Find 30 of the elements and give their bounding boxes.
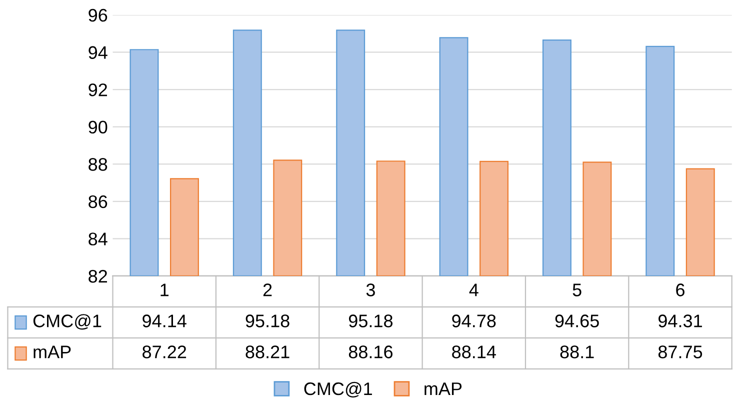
legend-label: CMC@1 <box>33 314 102 330</box>
y-tick-label: 92 <box>88 83 107 96</box>
data-label: 94.65 <box>555 314 599 328</box>
y-tick-label: 84 <box>88 232 108 246</box>
data-label: 87.75 <box>658 346 702 358</box>
x-tick-label: 4 <box>469 284 478 296</box>
y-tick-label: 94 <box>88 46 108 59</box>
x-tick-label: 6 <box>676 284 684 296</box>
data-label: 87.22 <box>142 346 186 358</box>
y-tick-label: 96 <box>88 8 108 22</box>
y-tick-label: 90 <box>88 120 108 134</box>
legend-label: mAP <box>424 382 462 396</box>
data-label: 94.14 <box>142 314 186 328</box>
data-label: 88.21 <box>246 346 290 358</box>
data-label: 94.31 <box>658 314 702 328</box>
data-label: 95.18 <box>246 314 290 328</box>
y-tick-label: 82 <box>88 270 107 283</box>
data-label: 88.1 <box>560 346 594 358</box>
data-label: 94.78 <box>452 314 496 328</box>
x-tick-label: 3 <box>366 284 375 296</box>
data-label: 95.18 <box>348 314 393 328</box>
y-tick-label: 88 <box>88 158 108 171</box>
text: CMC@1 <box>304 382 372 398</box>
data-label: 88.14 <box>452 346 496 358</box>
text: mAP <box>34 346 71 358</box>
x-tick-label: 1 <box>160 284 168 296</box>
y-tick-label: 86 <box>88 195 108 208</box>
x-tick-label: 5 <box>572 284 582 296</box>
data-label: 88.16 <box>348 346 393 358</box>
x-tick-label: 2 <box>263 284 272 296</box>
